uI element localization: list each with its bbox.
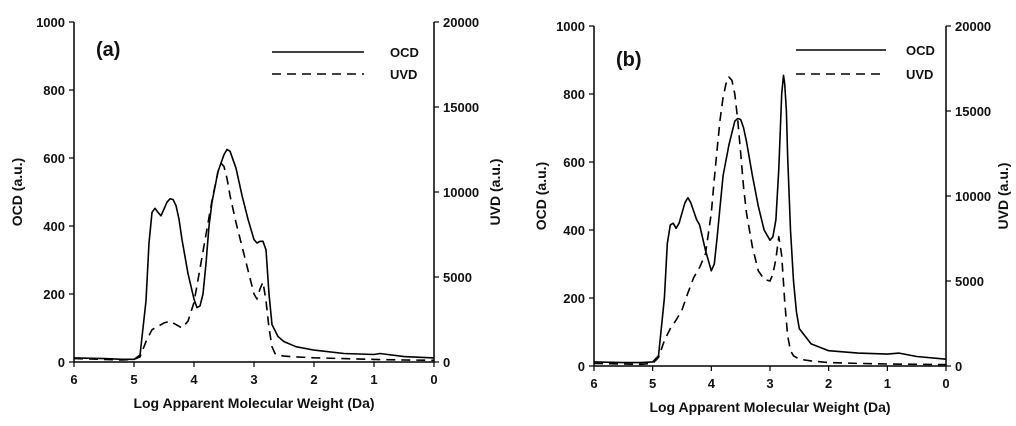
y-right-axis-label: UVD (a.u.) [487, 159, 503, 226]
y-right-tick-label: 20000 [955, 19, 991, 34]
y-left-axis-label: OCD (a.u.) [9, 158, 25, 226]
y-left-tick-label: 200 [563, 291, 585, 306]
y-left-tick-label: 1000 [36, 15, 65, 30]
y-left-axis-label: OCD (a.u.) [533, 162, 549, 230]
y-right-tick-label: 0 [955, 359, 962, 374]
y-right-tick-label: 10000 [955, 189, 991, 204]
y-left-tick-label: 1000 [556, 19, 585, 34]
y-left-tick-label: 600 [563, 155, 585, 170]
x-tick-label: 1 [884, 376, 891, 391]
y-left-tick-label: 200 [43, 287, 65, 302]
y-right-tick-label: 10000 [443, 185, 479, 200]
y-right-tick-label: 5000 [955, 274, 984, 289]
chart-a-svg: 6 5 4 3 2 1 0020040060080010000500010000150002… [9, 15, 503, 411]
series-line-uvd [73, 162, 435, 362]
x-tick-label: 2 [825, 376, 832, 391]
y-left-tick-label: 0 [58, 355, 65, 370]
y-left-tick-label: 0 [578, 359, 585, 374]
x-tick-label: 2 [310, 372, 317, 387]
y-right-tick-label: 15000 [955, 104, 991, 119]
x-tick-label: 6 [70, 372, 77, 387]
panel-label: (a) [96, 39, 120, 61]
x-tick-label: 4 [708, 376, 716, 391]
y-right-axis-label: UVD (a.u.) [995, 163, 1011, 230]
series-line-ocd [593, 74, 947, 364]
y-right-tick-label: 20000 [443, 15, 479, 30]
y-left-tick-label: 400 [563, 223, 585, 238]
x-tick-label: 1 [370, 372, 377, 387]
x-tick-label: 3 [766, 376, 773, 391]
y-right-tick-label: 0 [443, 355, 450, 370]
legend-label-uvd: UVD [906, 67, 933, 82]
panel-label: (b) [616, 49, 642, 71]
legend-label-ocd: OCD [906, 43, 935, 58]
x-tick-label: 4 [190, 372, 198, 387]
legend-label-ocd: OCD [390, 45, 419, 60]
chart-b-svg: 6 5 4 3 2 1 0020040060080010000500010000150002… [533, 19, 1011, 415]
series-line-uvd [593, 76, 947, 366]
x-tick-label: 0 [430, 372, 437, 387]
chart-panel-b: 6 5 4 3 2 1 0 0 200 400 600 800 1000 0 5000 10000 15000 2… [508, 0, 1016, 426]
x-tick-label: 0 [942, 376, 949, 391]
x-tick-label: 6 [590, 376, 597, 391]
y-right-tick-label: 15000 [443, 100, 479, 115]
x-tick-label: 5 [649, 376, 656, 391]
series-line-ocd [73, 148, 435, 361]
x-axis-label: Log Apparent Molecular Weight (Da) [649, 399, 890, 415]
y-right-tick-label: 5000 [443, 270, 472, 285]
x-axis-label: Log Apparent Molecular Weight (Da) [133, 395, 374, 411]
chart-panel-a: 6 5 4 3 2 1 0 0 200 400 600 800 1000 0 5000 10000 15000 2… [9, 15, 503, 411]
legend-label-uvd: UVD [390, 67, 417, 82]
y-left-tick-label: 600 [43, 151, 65, 166]
y-left-tick-label: 800 [563, 87, 585, 102]
y-left-tick-label: 800 [43, 83, 65, 98]
x-tick-label: 5 [130, 372, 137, 387]
x-tick-label: 3 [250, 372, 257, 387]
y-left-tick-label: 400 [43, 219, 65, 234]
